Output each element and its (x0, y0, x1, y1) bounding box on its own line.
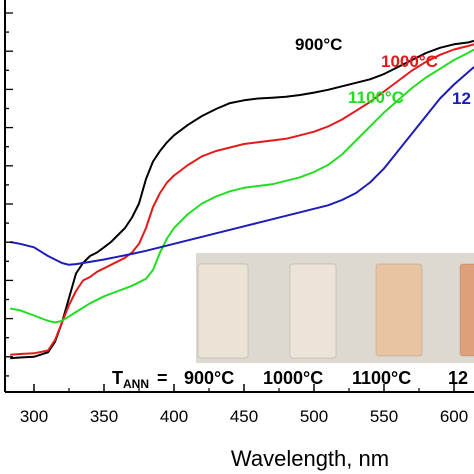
sample-block (459, 263, 474, 357)
x-tick-label: 400 (160, 407, 188, 426)
x-tick-label: 350 (90, 407, 118, 426)
label-1200: 12 (452, 89, 471, 108)
y-ticks (5, 12, 13, 377)
x-tick-label: 500 (300, 407, 328, 426)
t-ann-label: TANN = (112, 368, 168, 391)
series-line (10, 39, 474, 360)
t-ann-prefix: T (112, 368, 123, 388)
x-tick-label: 450 (230, 407, 258, 426)
label-900: 900°C (295, 35, 342, 54)
sample-photo-inset (196, 253, 474, 363)
label-1000: 1000°C (381, 52, 438, 71)
series-layer (10, 39, 474, 360)
x-axis-title: Wavelength, nm (231, 446, 389, 471)
series-line (10, 66, 474, 266)
sample-block (375, 263, 423, 357)
series-line (10, 48, 474, 324)
label-1100: 1100°C (348, 88, 404, 107)
sample-block (197, 263, 249, 359)
inset-temp-1100: 1100°C (352, 368, 411, 388)
x-tick-label: 600 (440, 407, 468, 426)
x-tick-label: 550 (370, 407, 398, 426)
series-line (10, 43, 474, 356)
inset-temp-1000: 1000°C (263, 368, 323, 388)
sample-block (289, 263, 337, 359)
x-tick-label: 300 (20, 407, 48, 426)
inset-temp-900: 900°C (184, 368, 234, 388)
x-ticks: 300 350 400 450 500 550 600 (20, 384, 468, 426)
inset-temp-1200: 12 (448, 368, 468, 388)
t-ann-subscript: ANN (123, 377, 149, 391)
t-ann-equals: = (157, 368, 168, 388)
